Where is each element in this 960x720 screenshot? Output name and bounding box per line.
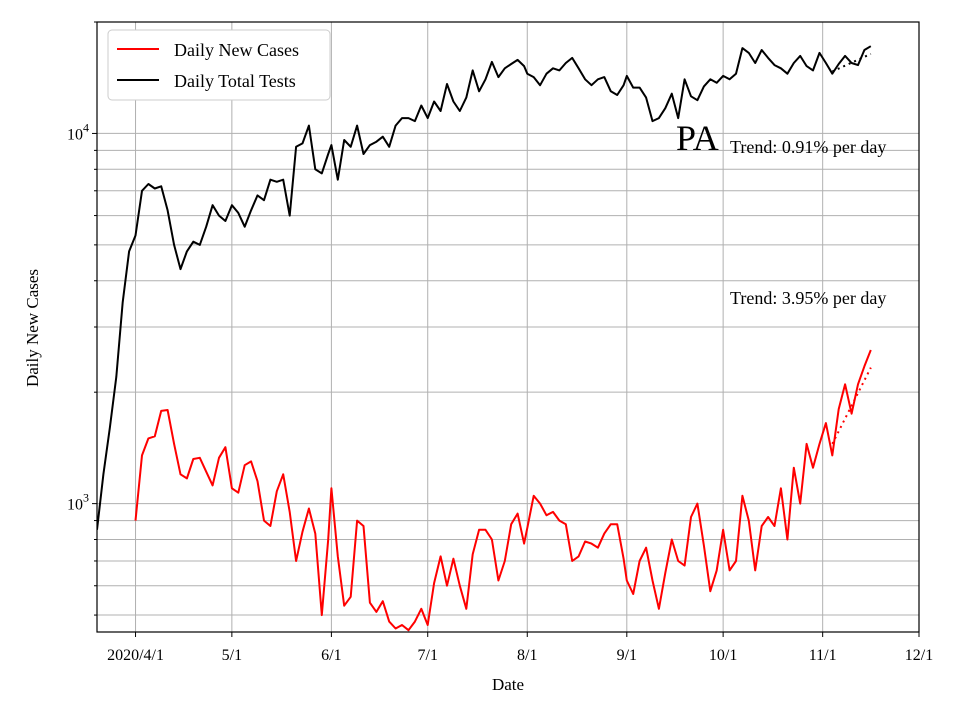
y-tick-base: 10 [67,497,83,514]
legend: Daily New Cases Daily Total Tests [107,29,331,101]
y-tick-label: 104 [67,120,89,143]
legend-label-cases: Daily New Cases [174,40,299,60]
axis-ticks: 2020/4/1 5/1 6/1 7/1 8/1 9/1 10/1 11/1 12/110310… [67,21,933,664]
trend-annotation-cases: Trend: 3.95% per day [730,288,886,308]
y-axis-label: Daily New Cases [23,269,42,387]
x-tick-label: 9/1 [617,647,637,664]
x-tick-label: 12/1 [905,647,933,664]
state-label: PA [676,118,719,158]
y-tick-exponent: 3 [83,491,89,505]
x-tick-label: 8/1 [517,647,537,664]
legend-box [107,29,331,101]
x-tick-label: 10/1 [709,647,737,664]
legend-label-tests: Daily Total Tests [174,71,296,91]
x-tick-label: 6/1 [321,647,341,664]
series-layer [97,45,872,632]
x-tick-label: 11/1 [809,647,837,664]
y-tick-base: 10 [67,126,83,143]
trend-layer [831,52,872,445]
trend-line-cases [831,367,872,445]
y-tick-label: 103 [67,491,89,514]
x-tick-label: 2020/4/1 [107,647,164,664]
x-tick-label: 5/1 [222,647,242,664]
daily-total-tests-line [97,45,872,530]
trend-line-tests [831,52,872,73]
y-tick-exponent: 4 [83,120,89,134]
trend-annotation-tests: Trend: 0.91% per day [730,137,886,157]
x-tick-label: 7/1 [418,647,438,664]
daily-new-cases-line [134,349,872,632]
x-axis-label: Date [492,675,524,694]
